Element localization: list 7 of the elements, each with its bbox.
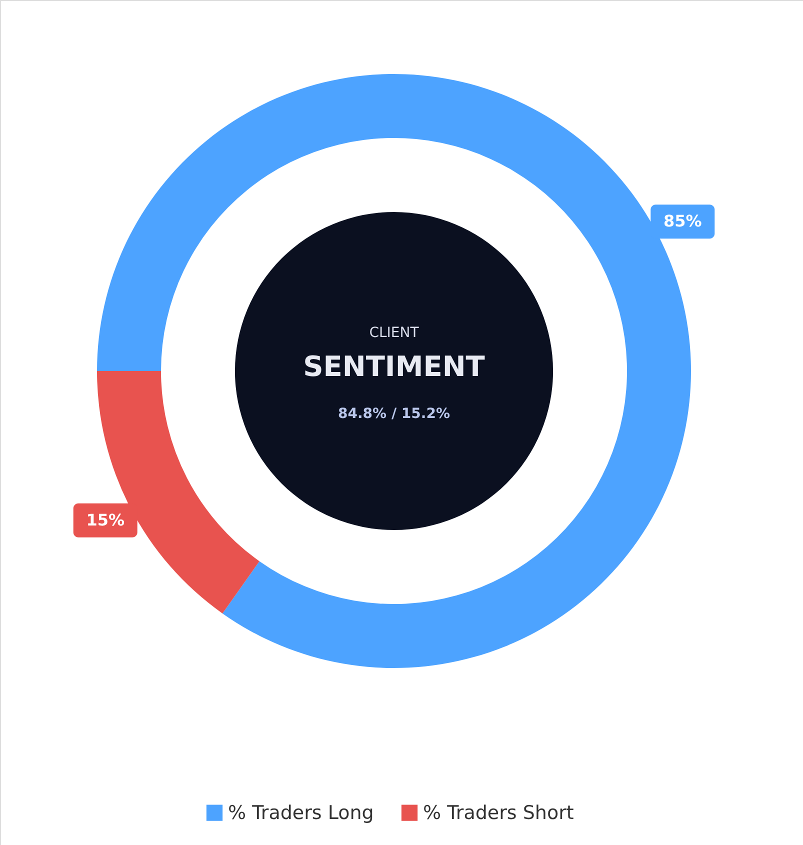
text: 84.8% / 15.2%	[338, 406, 450, 422]
legend-label: % Traders Long	[228, 802, 374, 824]
text: CLIENT	[369, 325, 420, 341]
data-label: 15%	[86, 510, 125, 530]
text: SENTIMENT	[303, 350, 485, 383]
data-label: 85%	[663, 212, 702, 231]
legend-label: % Traders Short	[423, 802, 574, 824]
